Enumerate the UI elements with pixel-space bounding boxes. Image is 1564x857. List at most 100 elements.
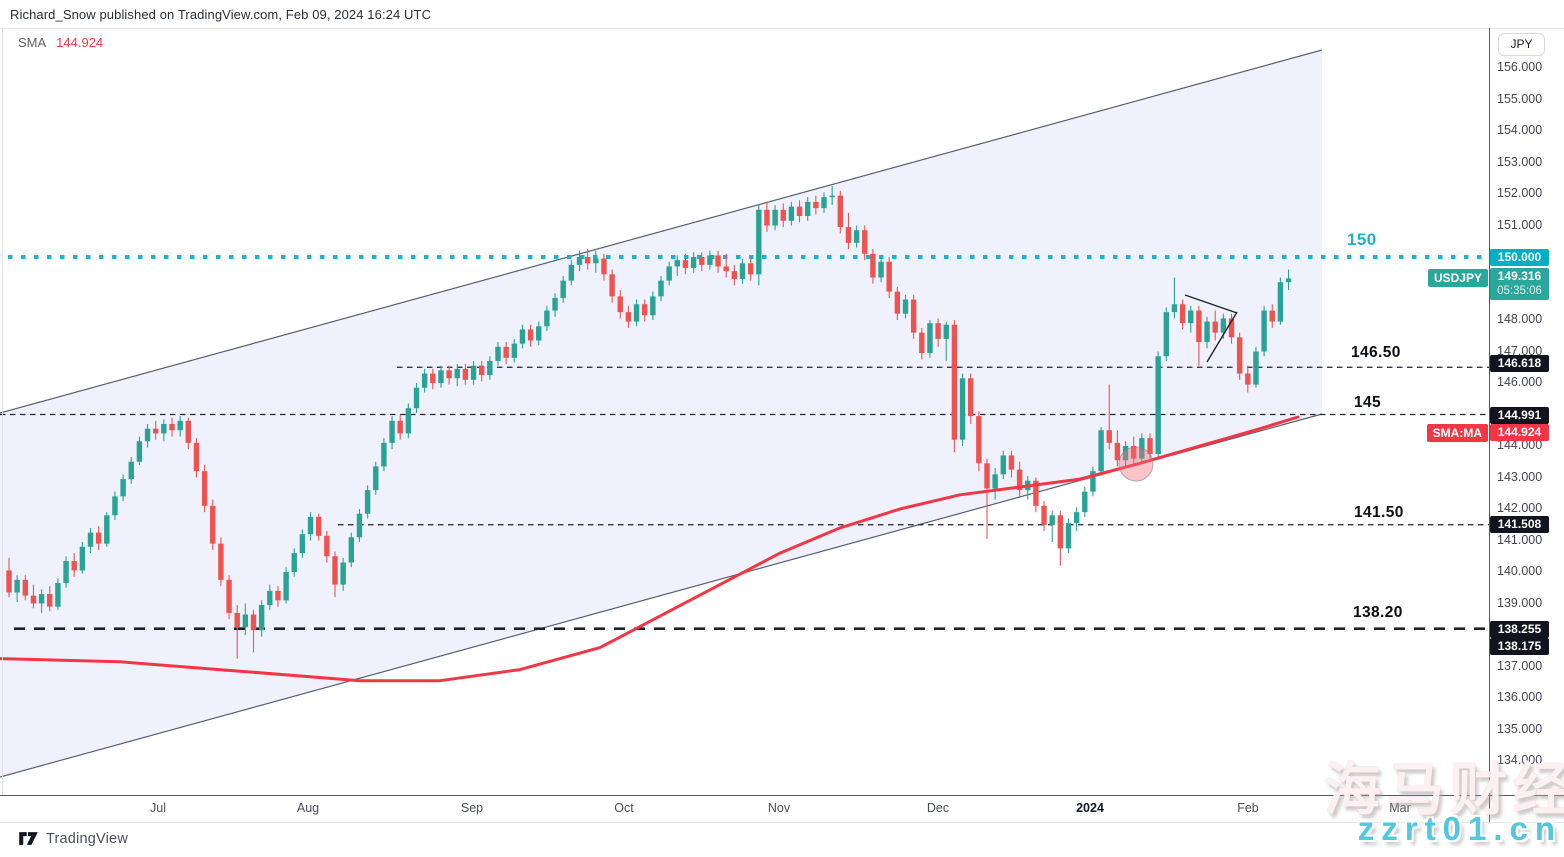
- y-axis-tick: 137.000: [1497, 658, 1543, 673]
- level-label-145: 145: [1354, 394, 1382, 411]
- currency-toggle-button[interactable]: JPY: [1498, 33, 1545, 56]
- candle-body: [837, 195, 843, 228]
- candle-body: [739, 263, 746, 280]
- candle-body: [405, 408, 412, 434]
- candle-body: [601, 258, 607, 275]
- x-axis-label: Oct: [614, 801, 634, 815]
- candle-body: [984, 463, 990, 489]
- candle-body: [348, 537, 354, 563]
- candle-body: [226, 579, 232, 613]
- y-axis-tick: 148.000: [1497, 312, 1543, 326]
- candle-body: [169, 423, 175, 431]
- x-axis-label: Sep: [460, 801, 484, 815]
- watermark-site-name: 海马财经: [1324, 758, 1564, 822]
- candle-body: [544, 310, 550, 327]
- candle-body: [1122, 446, 1129, 461]
- price-badge-149.316: 149.316 05:35:06: [1490, 268, 1549, 300]
- candle-body: [373, 466, 379, 491]
- candle-body: [177, 420, 183, 431]
- x-axis-label: 2024: [1076, 801, 1104, 815]
- candle-body: [1236, 337, 1243, 374]
- candle-body: [878, 261, 884, 278]
- candle-body: [1131, 446, 1137, 459]
- candle-body: [1171, 304, 1178, 313]
- candle-body: [454, 368, 460, 379]
- sma-tag: SMA:MA: [1426, 424, 1488, 442]
- y-axis-tick: 155.000: [1497, 91, 1543, 106]
- indicator-legend[interactable]: SMA 144.924: [18, 35, 103, 50]
- sma-line[interactable]: [0, 415, 1300, 683]
- y-axis-tick: 139.000: [1497, 595, 1543, 610]
- candle-body: [650, 296, 656, 316]
- tradingview-logo-icon: [19, 832, 38, 845]
- price-badge-144.924: 144.924: [1490, 424, 1549, 441]
- candle-body: [430, 373, 436, 383]
- candle-body: [30, 595, 37, 604]
- candle-body: [1179, 304, 1186, 324]
- trend-channel-upper-line[interactable]: [0, 49, 1323, 414]
- candle-body: [413, 387, 420, 409]
- price-badge-150.000: 150.000: [1490, 248, 1549, 266]
- tradingview-footer[interactable]: TradingView: [18, 830, 128, 847]
- candle-body: [1212, 321, 1218, 333]
- candle-body: [1285, 278, 1292, 283]
- candle-body: [1204, 321, 1210, 343]
- y-axis-tick: 147.000: [1497, 343, 1543, 358]
- candle-body: [813, 201, 819, 209]
- candle-body: [38, 594, 45, 604]
- candle-body: [919, 332, 925, 354]
- pennant-trendline-1[interactable]: [1184, 294, 1238, 314]
- candle-body: [870, 253, 876, 278]
- x-axis-label: Dec: [926, 801, 950, 815]
- candle-body: [1155, 356, 1161, 454]
- candle-body: [128, 461, 134, 480]
- candle-body: [22, 579, 28, 596]
- y-axis-tick: 134.000: [1497, 753, 1543, 767]
- x-axis-label: Jul: [150, 801, 166, 815]
- candle-body: [943, 324, 949, 339]
- y-axis-tick: 146.000: [1497, 375, 1543, 389]
- candle-body: [95, 532, 102, 544]
- price-badge-138.255: 138.255: [1490, 621, 1549, 638]
- candle-body: [886, 261, 892, 292]
- candle-body: [829, 195, 835, 198]
- candle-body: [1163, 312, 1169, 357]
- trend-channel-fill: [0, 50, 1322, 777]
- candle-body: [112, 496, 118, 516]
- pennant-trendline-2[interactable]: [1206, 311, 1238, 363]
- candle-body: [1114, 442, 1121, 461]
- candle-body: [927, 323, 933, 354]
- candle-body: [340, 562, 346, 585]
- candle-body: [625, 312, 632, 322]
- candle-body: [1188, 310, 1194, 324]
- candle-body: [1008, 455, 1015, 470]
- candle-body: [161, 423, 167, 434]
- candle-body: [1082, 491, 1088, 513]
- candle-body: [552, 297, 558, 311]
- candle-body: [63, 560, 69, 584]
- level-label-138.20: 138.20: [1353, 604, 1403, 621]
- y-axis-tick: 151.000: [1497, 217, 1543, 232]
- x-axis-label: Nov: [767, 801, 791, 815]
- candle-body: [1228, 318, 1235, 338]
- candle-body: [324, 535, 330, 557]
- candle-body: [1253, 351, 1259, 385]
- candle-body: [821, 197, 827, 209]
- candle-body: [364, 490, 371, 514]
- candle-body: [560, 280, 566, 298]
- candle-body: [185, 420, 191, 443]
- candle-body: [609, 274, 615, 297]
- candle-body: [805, 201, 811, 217]
- highlight-circle-annotation[interactable]: [1118, 446, 1154, 482]
- candle-body: [438, 370, 444, 383]
- candle-body: [1016, 469, 1023, 491]
- candle-body: [14, 579, 20, 593]
- candle-body: [389, 420, 395, 443]
- candle-body: [55, 583, 61, 607]
- candle-body: [992, 474, 998, 489]
- x-axis-label: Feb: [1237, 801, 1259, 815]
- candle-body: [902, 299, 909, 314]
- candle-body: [71, 560, 77, 571]
- candle-body: [1261, 310, 1267, 352]
